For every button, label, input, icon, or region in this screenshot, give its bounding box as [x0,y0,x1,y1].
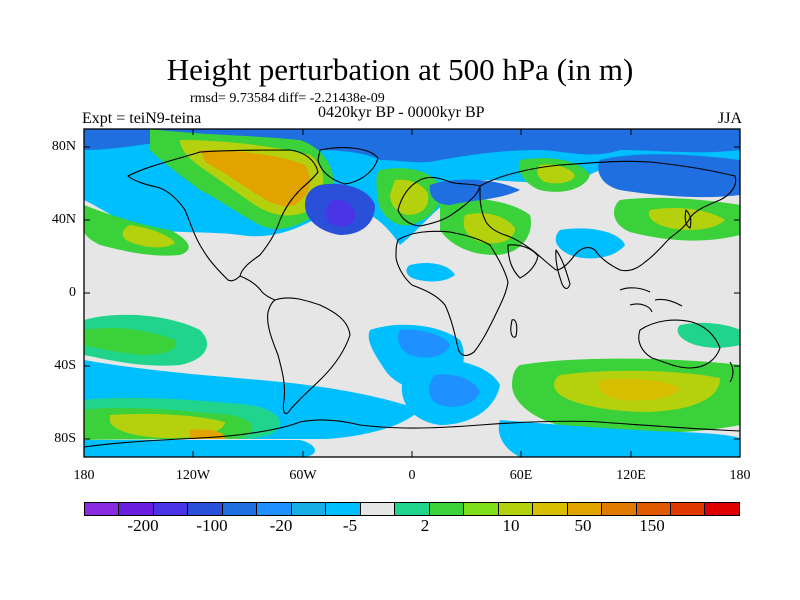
africa-outline [395,230,509,357]
colorbar-swatch [705,503,739,515]
south-america-outline [267,297,351,415]
colorbar-swatch [291,503,327,515]
colorbar-swatch [498,503,534,515]
japan-outline [684,209,692,229]
asia-outline [479,160,737,272]
lat-label-40s: 40S [54,358,76,373]
australia-outline [638,319,721,369]
experiment-label: Expt = teiN9-teina [82,110,202,127]
colorbar-swatch [670,503,706,515]
new-zealand-outline [729,361,734,383]
period-label: 0420kyr BP - 0000kyr BP [318,104,485,121]
tick-marks [84,129,740,457]
colorbar-label: -200 [127,516,159,535]
colorbar-swatch [188,503,223,515]
india-outline [555,249,571,290]
plot-title: Height perturbation at 500 hPa (in m) [166,52,634,87]
colorbar-swatch [153,503,189,515]
antarctica-outline [84,419,740,448]
lat-label-40n: 40N [51,212,76,227]
coastlines [84,147,740,448]
colorbar-swatch [222,503,258,515]
colorbar-swatch [85,503,120,515]
season-label: JJA [717,110,742,127]
colorbar-swatch [360,503,396,515]
colorbar-swatch [119,503,154,515]
colorbar-swatch [533,503,568,515]
central-america-outline [239,275,276,301]
colorbar-swatch [464,503,499,515]
colorbar-label: 2 [420,516,430,535]
contour-field [84,129,740,457]
lon-label-120w: 120W [175,468,211,483]
greenland-outline [317,147,379,185]
north-america-outline [127,149,319,282]
colorbar-swatch [257,503,292,515]
colorbar-label: 50 [574,516,592,535]
lon-label-60e: 60E [509,468,533,483]
colorbar-swatch [602,503,637,515]
colorbar-label: -5 [342,516,358,535]
lat-label-80s: 80S [54,431,76,446]
colorbar-label: 150 [639,516,665,535]
colorbar-swatch [429,503,465,515]
colorbar-swatch [567,503,603,515]
lon-label-120e: 120E [616,468,646,483]
lat-label-0: 0 [69,285,76,300]
lon-label-0: 0 [408,468,416,483]
europe-outline [397,176,481,227]
colorbar [84,502,740,516]
colorbar-label: -20 [269,516,293,535]
colorbar-label: 10 [502,516,520,535]
lon-label-60w: 60W [289,468,317,483]
lon-label-180w: 180 [73,468,95,483]
arabia-outline [507,244,539,279]
maritime-asia-outline [619,287,683,313]
colorbar-label: -100 [196,516,228,535]
colorbar-swatch [636,503,671,515]
colorbar-swatch [326,503,361,515]
lat-label-80n: 80N [51,139,76,154]
colorbar-swatch [395,503,430,515]
lon-label-180e: 180 [729,468,751,483]
madagascar-outline [510,319,518,338]
stats-label: rmsd= 9.73584 diff= -2.21438e-09 [190,91,385,106]
